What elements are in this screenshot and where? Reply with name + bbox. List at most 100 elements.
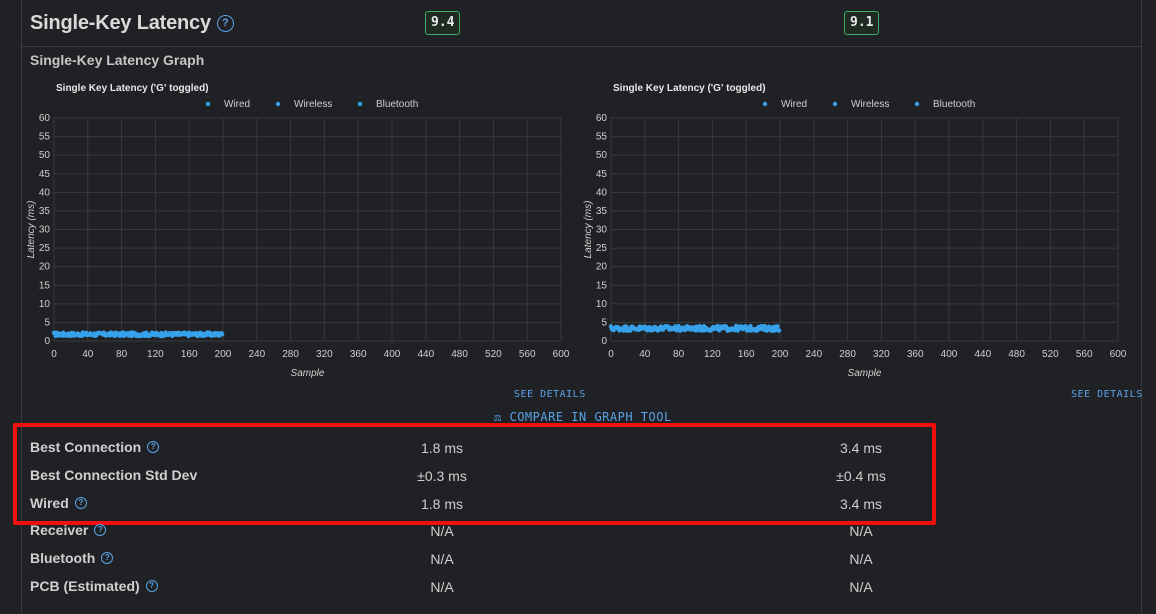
help-icon[interactable]: ? — [94, 524, 107, 536]
wired-series — [608, 323, 782, 333]
x-tick-label: 520 — [1042, 349, 1059, 360]
chart-title: Single Key Latency ('G' toggled) — [56, 83, 209, 94]
scale-icon: ⚖ — [494, 410, 502, 424]
legend-marker — [832, 101, 838, 107]
panel-left-border — [21, 0, 22, 614]
legend-marker — [357, 101, 363, 107]
see-details-link-2[interactable]: SEE DETAILS — [1071, 389, 1143, 400]
latency-chart-1: Single Key Latency ('G' toggled) Wired Wir… — [22, 76, 582, 386]
section-header: Single-Key Latency ? — [30, 8, 234, 38]
x-tick-label: 480 — [1008, 349, 1025, 360]
x-tick-label: 440 — [417, 349, 434, 360]
table-row: Bluetooth? N/A N/A — [30, 550, 873, 567]
chart-title: Single Key Latency ('G' toggled) — [613, 83, 766, 94]
chart-svg: Single Key Latency ('G' toggled) Wired Wir… — [26, 83, 570, 379]
y-tick-label: 25 — [596, 243, 608, 254]
y-tick-label: 35 — [596, 206, 608, 217]
y-tick-label: 5 — [44, 317, 50, 328]
wired-series — [51, 330, 225, 339]
x-tick-label: 400 — [941, 349, 958, 360]
legend-label[interactable]: Wireless — [294, 99, 332, 110]
row-label: Wired? — [30, 495, 87, 511]
y-tick-label: 45 — [39, 169, 51, 180]
x-tick-label: 320 — [873, 349, 890, 360]
y-tick-label: 20 — [596, 262, 608, 273]
x-axis-label: Sample — [291, 368, 325, 379]
highlight-box — [13, 423, 936, 525]
page-title: Single-Key Latency — [30, 11, 211, 34]
x-tick-label: 280 — [839, 349, 856, 360]
y-tick-label: 30 — [39, 225, 51, 236]
latency-chart-2: Single Key Latency ('G' toggled) Wired Wir… — [579, 76, 1139, 386]
y-tick-label: 40 — [596, 187, 608, 198]
help-icon[interactable]: ? — [74, 497, 87, 509]
x-tick-label: 80 — [116, 349, 128, 360]
y-tick-label: 60 — [596, 113, 608, 124]
table-row: Best Connection Std Dev ±0.3 ms ±0.4 ms — [30, 467, 886, 484]
y-tick-label: 50 — [39, 150, 51, 161]
y-tick-label: 0 — [44, 336, 50, 347]
x-tick-label: 440 — [974, 349, 991, 360]
y-tick-label: 15 — [39, 280, 51, 291]
row-label: Bluetooth? — [30, 550, 114, 566]
help-icon[interactable]: ? — [145, 580, 158, 592]
help-icon[interactable]: ? — [147, 441, 160, 453]
data-point — [775, 324, 780, 329]
legend-label[interactable]: Wired — [781, 99, 807, 110]
help-icon[interactable]: ? — [101, 552, 114, 564]
table-row: Best Connection? 1.8 ms 3.4 ms — [30, 439, 883, 456]
data-point — [673, 324, 678, 329]
score-badge-1: 9.4 — [425, 11, 461, 35]
y-tick-label: 15 — [596, 280, 608, 291]
x-axis-label: Sample — [848, 368, 882, 379]
row-label-text: Best Connection — [30, 439, 142, 455]
x-tick-label: 40 — [82, 349, 94, 360]
legend-label[interactable]: Bluetooth — [376, 99, 418, 110]
y-axis-label: Latency (ms) — [26, 201, 37, 259]
row-label-text: Best Connection Std Dev — [30, 467, 198, 483]
x-tick-label: 40 — [639, 349, 651, 360]
legend-marker — [914, 101, 920, 107]
x-tick-label: 560 — [1076, 349, 1093, 360]
x-tick-label: 280 — [282, 349, 299, 360]
help-icon[interactable]: ? — [216, 14, 234, 32]
x-tick-label: 600 — [1110, 349, 1127, 360]
x-tick-label: 0 — [608, 349, 614, 360]
legend-label[interactable]: Wireless — [851, 99, 889, 110]
see-details-link-1[interactable]: SEE DETAILS — [514, 389, 586, 400]
x-tick-label: 320 — [316, 349, 333, 360]
x-tick-label: 200 — [772, 349, 789, 360]
row-label: PCB (Estimated)? — [30, 578, 158, 594]
header-divider — [22, 46, 1141, 47]
x-tick-label: 120 — [704, 349, 721, 360]
panel-right-border — [1141, 0, 1142, 614]
x-tick-label: 240 — [805, 349, 822, 360]
y-tick-label: 10 — [39, 299, 51, 310]
y-tick-label: 45 — [596, 169, 608, 180]
row-label: Best Connection? — [30, 439, 160, 455]
compare-graph-tool-link[interactable]: ⚖ COMPARE IN GRAPH TOOL — [494, 410, 672, 424]
x-tick-label: 120 — [147, 349, 164, 360]
legend-label[interactable]: Bluetooth — [933, 99, 975, 110]
row-label-text: Receiver — [30, 522, 89, 538]
x-tick-label: 160 — [738, 349, 755, 360]
y-tick-label: 50 — [596, 150, 608, 161]
table-row: Wired? 1.8 ms 3.4 ms — [30, 495, 883, 512]
row-label: Receiver? — [30, 522, 107, 538]
score-badge-2: 9.1 — [844, 11, 880, 35]
x-tick-label: 520 — [485, 349, 502, 360]
y-axis-label: Latency (ms) — [583, 201, 594, 259]
x-tick-label: 400 — [384, 349, 401, 360]
data-point — [776, 328, 782, 333]
row-label-text: PCB (Estimated) — [30, 578, 140, 594]
y-tick-label: 55 — [596, 132, 608, 143]
legend-label[interactable]: Wired — [224, 99, 250, 110]
table-row: PCB (Estimated)? N/A N/A — [30, 578, 873, 595]
data-point — [219, 332, 225, 337]
x-tick-label: 80 — [673, 349, 685, 360]
y-tick-label: 10 — [596, 299, 608, 310]
y-tick-label: 30 — [596, 225, 608, 236]
x-tick-label: 480 — [451, 349, 468, 360]
y-tick-label: 25 — [39, 243, 51, 254]
legend-marker — [205, 101, 211, 107]
